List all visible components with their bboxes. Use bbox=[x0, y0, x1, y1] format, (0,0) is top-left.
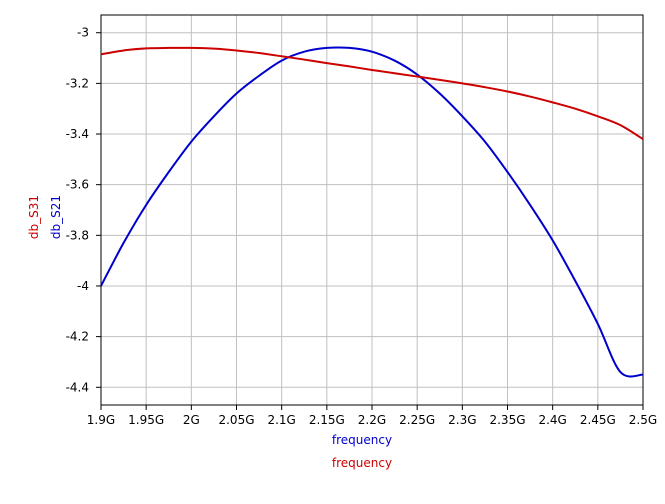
x-tick-label: 2.4G bbox=[538, 413, 566, 427]
y-tick-label: -3.4 bbox=[66, 127, 89, 141]
y-tick-label: -3.2 bbox=[66, 76, 89, 90]
x-tick-label: 2.3G bbox=[448, 413, 476, 427]
y-tick-label: -3 bbox=[77, 26, 89, 40]
x-axis-label-s21: frequency bbox=[332, 433, 392, 447]
x-tick-label: 2.25G bbox=[399, 413, 435, 427]
x-tick-label: 2.45G bbox=[580, 413, 616, 427]
y-tick-labels: -3 -3.2 -3.4 -3.6 -3.8 -4 -4.2 -4.4 bbox=[66, 26, 101, 394]
x-tick-label: 2.1G bbox=[267, 413, 295, 427]
x-tick-labels: 1.9G 1.95G 2G 2.05G 2.1G 2.15G 2.2G 2.25G 2.3G 2.… bbox=[87, 405, 657, 427]
y-axis-label-s31: db_S31 bbox=[27, 195, 41, 239]
x-tick-label: 2.35G bbox=[489, 413, 525, 427]
x-tick-label: 1.95G bbox=[128, 413, 164, 427]
x-tick-label: 1.9G bbox=[87, 413, 115, 427]
x-axis-label-s31: frequency bbox=[332, 456, 392, 470]
y-tick-label: -3.6 bbox=[66, 178, 89, 192]
y-tick-label: -3.8 bbox=[66, 228, 89, 242]
y-tick-label: -4.4 bbox=[66, 380, 89, 394]
series-layer bbox=[100, 46, 644, 378]
y-axis-label-s21: db_S21 bbox=[49, 195, 63, 239]
x-tick-label: 2.15G bbox=[309, 413, 345, 427]
x-tick-label: 2.2G bbox=[358, 413, 386, 427]
series-line-db-s31 bbox=[100, 46, 644, 140]
y-tick-label: -4 bbox=[77, 279, 89, 293]
series-line-db-s21 bbox=[100, 46, 644, 378]
x-tick-label: 2.5G bbox=[629, 413, 657, 427]
x-tick-label: 2G bbox=[183, 413, 200, 427]
grid bbox=[100, 15, 644, 405]
x-tick-label: 2.05G bbox=[218, 413, 254, 427]
y-tick-label: -4.2 bbox=[66, 330, 89, 344]
